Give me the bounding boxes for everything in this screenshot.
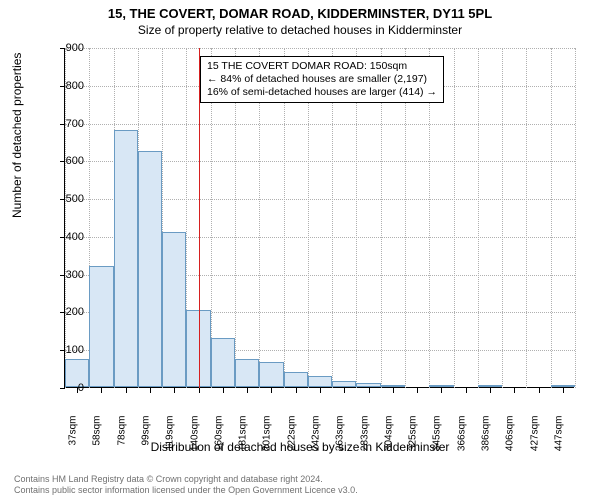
gridline-h [65, 48, 575, 49]
histogram-bar [429, 385, 453, 387]
xtick-mark [320, 388, 321, 393]
ytick-label: 0 [78, 382, 84, 394]
annotation-line-3: 16% of semi-detached houses are larger (… [207, 86, 437, 99]
xtick-label: 263sqm [335, 416, 346, 456]
xtick-label: 201sqm [262, 416, 273, 456]
histogram-bar [162, 232, 186, 387]
footer: Contains HM Land Registry data © Crown c… [14, 474, 358, 496]
xtick-mark [223, 388, 224, 393]
histogram-bar [235, 359, 259, 387]
histogram-bar [381, 385, 405, 387]
histogram-bar [356, 383, 380, 387]
plot-area: 15 THE COVERT DOMAR ROAD: 150sqm ← 84% o… [64, 48, 574, 388]
xtick-mark [174, 388, 175, 393]
xtick-mark [296, 388, 297, 393]
xtick-mark [514, 388, 515, 393]
ytick-label: 800 [66, 80, 84, 92]
xtick-label: 427sqm [529, 416, 540, 456]
xtick-label: 160sqm [213, 416, 224, 456]
xtick-label: 58sqm [92, 416, 103, 456]
histogram-bar [551, 385, 575, 387]
chart-title: 15, THE COVERT, DOMAR ROAD, KIDDERMINSTE… [0, 0, 600, 21]
ytick-label: 900 [66, 42, 84, 54]
chart-subtitle: Size of property relative to detached ho… [0, 21, 600, 37]
xtick-mark [417, 388, 418, 393]
xtick-mark [344, 388, 345, 393]
xtick-label: 345sqm [432, 416, 443, 456]
xtick-mark [126, 388, 127, 393]
xtick-mark [369, 388, 370, 393]
gridline-v [478, 48, 479, 388]
xtick-mark [247, 388, 248, 393]
xtick-mark [563, 388, 564, 393]
xtick-label: 304sqm [383, 416, 394, 456]
xtick-mark [101, 388, 102, 393]
xtick-label: 283sqm [359, 416, 370, 456]
xtick-label: 37sqm [68, 416, 79, 456]
histogram-bar [308, 376, 332, 387]
annotation-line-2: ← 84% of detached houses are smaller (2,… [207, 73, 437, 86]
xtick-label: 99sqm [141, 416, 152, 456]
ytick-label: 300 [66, 269, 84, 281]
gridline-v [502, 48, 503, 388]
xtick-label: 242sqm [311, 416, 322, 456]
histogram-bar [138, 151, 162, 387]
ytick-label: 600 [66, 155, 84, 167]
histogram-bar [114, 130, 138, 387]
xtick-label: 140sqm [189, 416, 200, 456]
xtick-label: 406sqm [505, 416, 516, 456]
xtick-mark [441, 388, 442, 393]
gridline-v [454, 48, 455, 388]
xtick-mark [490, 388, 491, 393]
histogram-bar [89, 266, 113, 387]
histogram-bar [259, 362, 283, 387]
xtick-label: 366sqm [456, 416, 467, 456]
xtick-mark [150, 388, 151, 393]
gridline-v [575, 48, 576, 388]
xtick-mark [199, 388, 200, 393]
y-axis-label: Number of detached properties [10, 53, 24, 218]
annotation-line-1: 15 THE COVERT DOMAR ROAD: 150sqm [207, 60, 437, 73]
xtick-label: 181sqm [238, 416, 249, 456]
footer-line-1: Contains HM Land Registry data © Crown c… [14, 474, 358, 485]
histogram-bar [284, 372, 308, 387]
ytick-label: 100 [66, 344, 84, 356]
xtick-label: 78sqm [116, 416, 127, 456]
xtick-mark [271, 388, 272, 393]
chart-container: 15, THE COVERT, DOMAR ROAD, KIDDERMINSTE… [0, 0, 600, 500]
ytick-label: 400 [66, 231, 84, 243]
annotation-box: 15 THE COVERT DOMAR ROAD: 150sqm ← 84% o… [200, 56, 444, 103]
xtick-mark [393, 388, 394, 393]
xtick-label: 119sqm [165, 416, 176, 456]
ytick-mark [60, 388, 65, 389]
xtick-label: 325sqm [408, 416, 419, 456]
histogram-bar [211, 338, 235, 387]
xtick-label: 386sqm [481, 416, 492, 456]
xtick-mark [539, 388, 540, 393]
xtick-label: 222sqm [286, 416, 297, 456]
xtick-mark [466, 388, 467, 393]
ytick-label: 700 [66, 118, 84, 130]
histogram-bar [478, 385, 502, 387]
ytick-label: 200 [66, 306, 84, 318]
footer-line-2: Contains public sector information licen… [14, 485, 358, 496]
gridline-v [526, 48, 527, 388]
gridline-h [65, 124, 575, 125]
ytick-label: 500 [66, 193, 84, 205]
xtick-label: 447sqm [553, 416, 564, 456]
histogram-bar [332, 381, 356, 387]
gridline-v [65, 48, 66, 388]
gridline-v [551, 48, 552, 388]
